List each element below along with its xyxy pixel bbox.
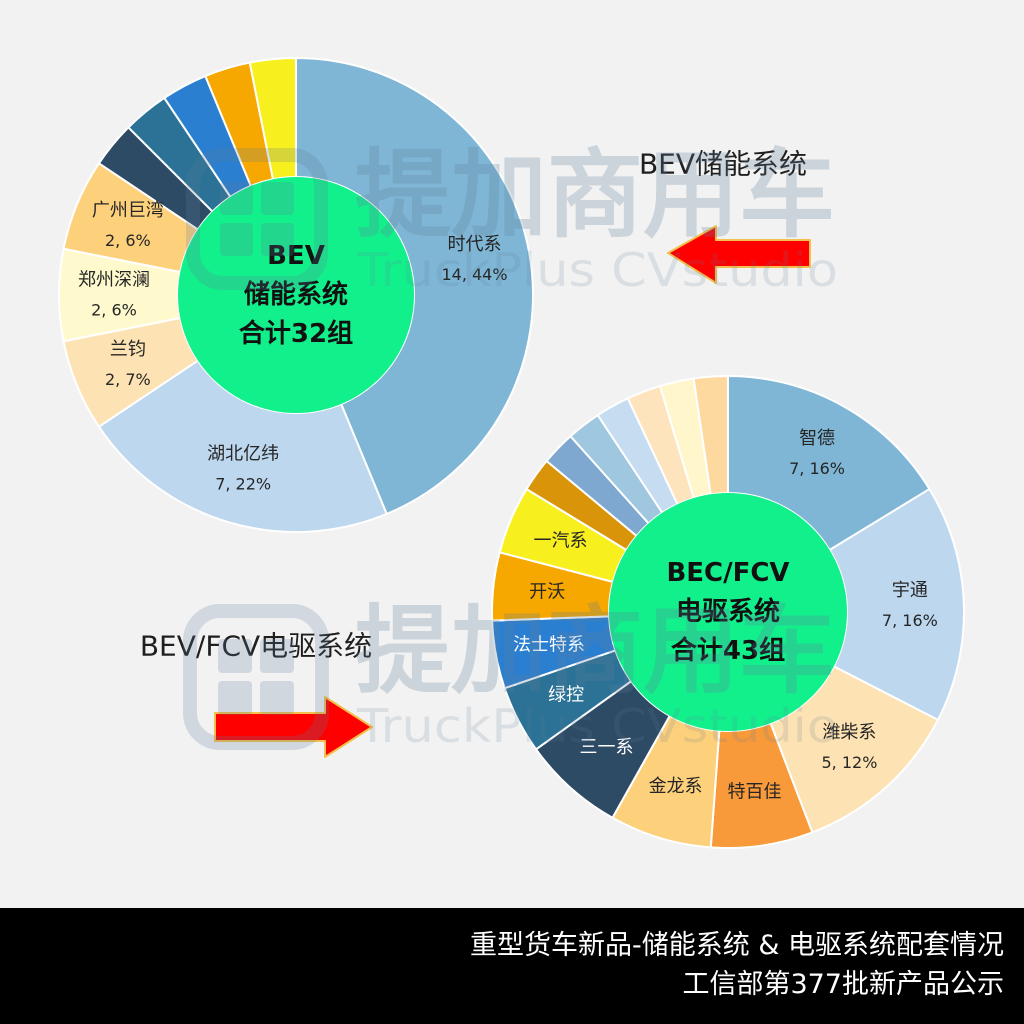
- bev-storage-slice-4-value-label: 2, 6%: [91, 301, 137, 320]
- right-arrow-icon: [214, 696, 373, 758]
- bev-fcv-drive-slice-2-value-label: 7, 16%: [882, 611, 938, 630]
- bev-storage-slice-1-value-label: 14, 44%: [441, 265, 507, 284]
- bev-fcv-drive-slice-5-name-label: 金龙系: [649, 776, 703, 797]
- bev-fcv-drive-slice-3-value-label: 5, 12%: [821, 753, 877, 772]
- bev-fcv-drive-slice-10-name-label: 一汽系: [534, 530, 588, 551]
- bev-fcv-drive-center-line-1: BEC/FCV: [666, 558, 789, 588]
- footer-subtitle: 工信部第377批新产品公示: [682, 969, 1004, 1000]
- bev-storage-slice-4-name-label: 郑州深澜: [78, 270, 150, 291]
- bev-fcv-drive-slice-1-name-label: 智德: [799, 428, 835, 449]
- bev-storage-center-line-3: 合计32组: [239, 318, 353, 349]
- bev-fcv-drive-slice-3-name-label: 潍柴系: [822, 722, 876, 743]
- bev-storage-donut-chart: 时代系 14, 44% 湖北亿纬 7, 22% 兰钧 2, 7% 郑州深澜 2, 6% 广州巨湾…: [57, 57, 534, 533]
- storage-annotation-label: BEV储能系统: [639, 148, 807, 181]
- logo-block: [218, 681, 252, 715]
- bev-storage-center-line-2: 储能系统: [244, 279, 348, 310]
- footer-title: 重型货车新品-储能系统 & 电驱系统配套情况: [470, 930, 1004, 961]
- bev-fcv-drive-slice-4-name-label: 特百佳: [728, 782, 782, 803]
- bev-fcv-drive-center-line-3: 合计43组: [671, 635, 785, 666]
- bev-storage-slice-2-name-label: 湖北亿纬: [207, 444, 279, 465]
- bev-fcv-drive-slice-1-value-label: 7, 16%: [789, 459, 845, 478]
- drive-annotation-label: BEV/FCV电驱系统: [140, 630, 372, 663]
- bev-fcv-drive-slice-8-name-label: 法士特系: [513, 635, 585, 656]
- bev-storage-slice-2-value-label: 7, 22%: [215, 475, 271, 494]
- bev-storage-slice-3-name-label: 兰钧: [110, 339, 146, 360]
- bev-fcv-drive-center-circle: [609, 493, 847, 731]
- bev-storage-slice-1-name-label: 时代系: [448, 234, 502, 255]
- bev-storage-center-line-1: BEV: [267, 241, 325, 271]
- logo-block: [260, 681, 294, 715]
- bev-fcv-drive-slice-6-name-label: 三一系: [580, 737, 634, 758]
- bev-fcv-drive-center-line-2: 电驱系统: [676, 596, 780, 627]
- bev-fcv-drive-slice-2-name-label: 宇通: [892, 580, 928, 601]
- bev-fcv-drive-slice-7-name-label: 绿控: [548, 685, 584, 706]
- bev-fcv-drive-slice-9-name-label: 开沃: [529, 582, 565, 603]
- bev-storage-slice-5-name-label: 广州巨湾: [92, 200, 164, 221]
- footer-bar: 重型货车新品-储能系统 & 电驱系统配套情况 工信部第377批新产品公示: [0, 908, 1024, 1024]
- bev-storage-slice-5-value-label: 2, 6%: [105, 231, 151, 250]
- bev-storage-center-circle: [178, 177, 414, 413]
- bev-storage-slice-3-value-label: 2, 7%: [105, 370, 151, 389]
- left-arrow-icon: [667, 225, 811, 284]
